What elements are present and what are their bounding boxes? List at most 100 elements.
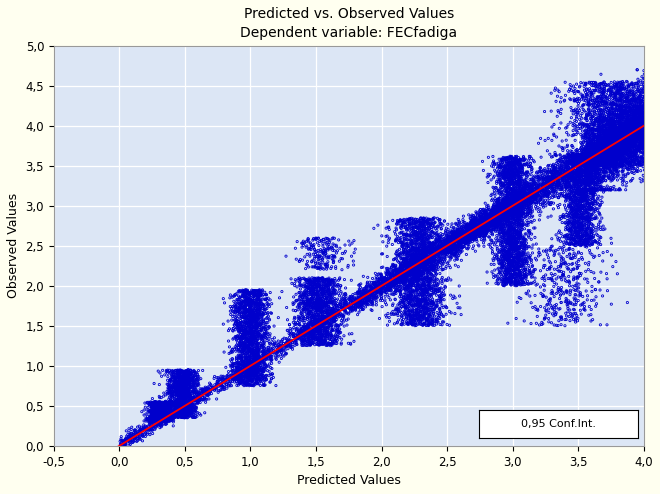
Point — [605, 131, 616, 139]
Point — [420, 253, 431, 261]
Point — [574, 154, 585, 162]
Point — [581, 242, 592, 249]
Point — [508, 239, 519, 247]
Point — [533, 186, 544, 194]
Point — [324, 339, 335, 347]
Point — [409, 250, 419, 258]
Point — [407, 269, 418, 277]
Point — [148, 411, 158, 419]
Point — [574, 162, 584, 169]
Point — [558, 260, 568, 268]
Point — [620, 128, 630, 136]
Point — [510, 219, 520, 227]
Point — [628, 148, 638, 156]
Point — [453, 247, 463, 255]
Point — [261, 291, 272, 299]
Point — [503, 166, 513, 174]
Point — [418, 231, 429, 239]
Point — [427, 298, 438, 306]
Point — [562, 169, 573, 177]
Point — [253, 300, 263, 308]
Point — [629, 113, 640, 121]
Point — [315, 336, 326, 344]
Point — [504, 182, 514, 190]
Point — [592, 138, 603, 146]
Point — [322, 341, 333, 349]
Point — [494, 200, 504, 207]
Point — [560, 288, 571, 296]
Point — [308, 288, 319, 295]
Point — [643, 145, 653, 153]
Point — [362, 295, 373, 303]
Point — [257, 300, 267, 308]
Point — [447, 241, 458, 248]
Point — [395, 224, 406, 232]
Point — [480, 207, 491, 215]
Point — [259, 288, 270, 296]
Point — [512, 281, 523, 289]
Point — [516, 213, 527, 221]
Point — [513, 248, 523, 256]
Point — [185, 388, 195, 396]
Point — [486, 220, 496, 228]
Point — [585, 148, 595, 156]
Point — [181, 379, 191, 387]
Point — [242, 299, 253, 307]
Point — [424, 261, 434, 269]
Point — [590, 82, 601, 90]
Point — [407, 281, 417, 289]
Point — [415, 300, 426, 308]
Point — [155, 407, 166, 414]
Point — [319, 338, 329, 346]
Point — [432, 227, 442, 235]
Point — [599, 153, 610, 161]
Point — [631, 114, 642, 122]
Point — [502, 165, 513, 173]
Point — [158, 412, 169, 420]
Point — [628, 133, 638, 141]
Point — [557, 169, 568, 177]
Point — [585, 166, 595, 174]
Point — [578, 215, 588, 223]
Point — [586, 90, 597, 98]
Point — [593, 177, 603, 185]
Point — [187, 377, 197, 385]
Point — [598, 168, 609, 176]
Point — [149, 415, 160, 423]
Point — [147, 395, 158, 403]
Point — [446, 247, 457, 254]
Point — [392, 252, 403, 260]
Point — [568, 171, 579, 179]
Point — [622, 146, 633, 154]
Point — [471, 221, 482, 229]
Point — [577, 232, 587, 240]
Point — [507, 273, 517, 281]
Point — [482, 173, 492, 181]
Point — [400, 277, 411, 285]
Point — [614, 118, 624, 125]
Point — [580, 122, 591, 129]
Point — [598, 143, 609, 151]
Point — [492, 204, 503, 211]
Point — [579, 115, 590, 123]
Point — [236, 370, 247, 377]
Point — [587, 139, 597, 147]
Point — [153, 405, 164, 412]
Point — [412, 223, 422, 231]
Point — [240, 324, 250, 332]
Point — [446, 242, 457, 250]
Point — [510, 198, 520, 206]
Point — [396, 292, 407, 300]
Point — [183, 373, 194, 381]
Point — [167, 381, 178, 389]
Point — [408, 224, 418, 232]
Point — [512, 209, 522, 217]
Point — [642, 137, 652, 145]
Point — [619, 136, 630, 144]
Point — [594, 136, 605, 144]
Point — [562, 239, 572, 247]
Point — [572, 154, 582, 162]
Point — [575, 236, 585, 244]
Point — [512, 208, 523, 216]
Point — [585, 196, 596, 204]
